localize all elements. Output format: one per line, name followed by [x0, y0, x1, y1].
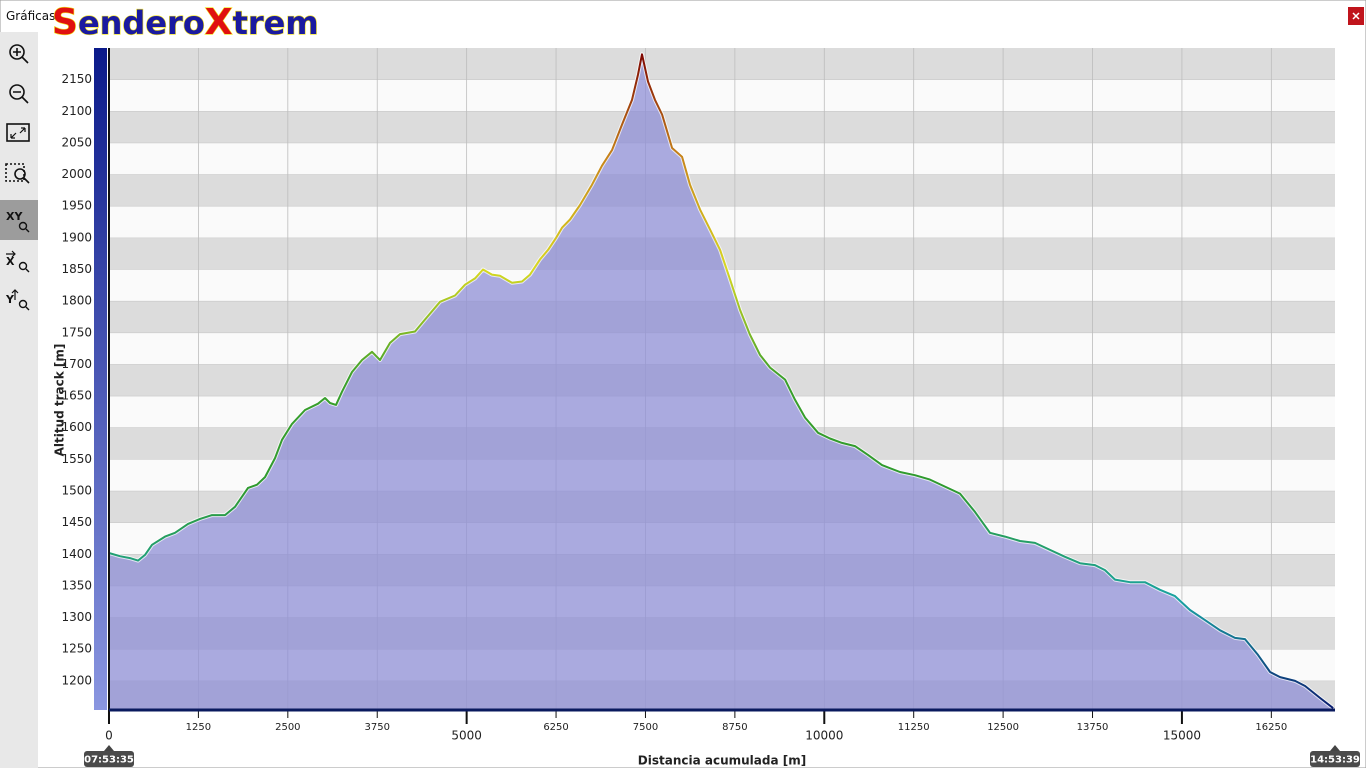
- grid-band: [109, 206, 1335, 238]
- toolbar-active: [0, 200, 38, 240]
- time-marker-label: 07:53:35: [84, 755, 134, 766]
- x-tick-label: 12500: [987, 722, 1019, 733]
- time-marker-box: [1310, 751, 1360, 767]
- area-fill: [109, 54, 1334, 711]
- plot: [108, 48, 1335, 711]
- y-tick-label: 1900: [61, 230, 92, 244]
- window-title: Gráficas: [6, 9, 55, 23]
- time-marker-box: [84, 751, 134, 767]
- y-tick-label: 1500: [61, 484, 92, 498]
- y-tick-label: 2100: [61, 104, 92, 118]
- y-tick-label: 1550: [61, 452, 92, 466]
- time-marker-pointer: [1330, 745, 1340, 751]
- zoom-xy-button[interactable]: XY: [6, 210, 30, 233]
- y-tick-label: 1750: [61, 325, 92, 339]
- logo-part: S: [52, 2, 78, 43]
- toolbar-label: X: [6, 255, 15, 268]
- y-tick-label: 2150: [61, 72, 92, 86]
- profile-line: [108, 53, 1334, 709]
- zoom-in-button[interactable]: [9, 44, 29, 64]
- logo: SenderoXtrem: [52, 2, 319, 43]
- y-tick-label: 1400: [61, 547, 92, 561]
- y-tick-label: 1300: [61, 610, 92, 624]
- toolbar: [0, 32, 38, 768]
- y-tick-label: 2050: [61, 135, 92, 149]
- x-tick-label: 10000: [805, 729, 843, 743]
- toolbar-label: XY: [6, 210, 23, 223]
- y-axis-bar: [94, 48, 107, 710]
- grid-band: [109, 142, 1335, 175]
- y-tick-label: 1700: [61, 357, 92, 371]
- time-marker-pointer: [104, 745, 114, 751]
- y-axis-label: Altitud track [m]: [53, 344, 67, 457]
- logo-part: endero: [78, 4, 205, 42]
- x-tick-label: 5000: [451, 729, 482, 743]
- y-tick-label: 1250: [61, 642, 92, 656]
- zoom-out-button[interactable]: [9, 84, 29, 104]
- x-tick-label: 0: [105, 729, 113, 743]
- close-button[interactable]: [1348, 7, 1364, 25]
- y-tick-label: 1200: [61, 673, 92, 687]
- toolbar-label: Y: [5, 293, 15, 306]
- fit-button[interactable]: [6, 123, 30, 142]
- zoom-y-button[interactable]: Y: [5, 289, 30, 311]
- grid-band: [109, 79, 1335, 112]
- y-tick-label: 2000: [61, 167, 92, 181]
- y-tick-label: 1850: [61, 262, 92, 276]
- x-tick-label: 16250: [1255, 722, 1287, 733]
- y-tick-label: 1350: [61, 578, 92, 592]
- x-tick-label: 6250: [543, 722, 568, 733]
- x-tick-label: 2500: [275, 722, 300, 733]
- y-tick-label: 1800: [61, 294, 92, 308]
- logo-part: X: [205, 2, 233, 43]
- x-tick-label: 7500: [633, 722, 658, 733]
- x-tick-label: 11250: [898, 722, 930, 733]
- y-tick-label: 1600: [61, 420, 92, 434]
- x-tick-label: 15000: [1163, 729, 1201, 743]
- time-marker-label: 14:53:39: [1310, 755, 1360, 766]
- x-tick-label: 8750: [722, 722, 747, 733]
- logo-part: trem: [233, 4, 319, 42]
- y-tick-label: 1450: [61, 515, 92, 529]
- x-tick-label: 1250: [186, 722, 211, 733]
- x-tick-label: 3750: [365, 722, 390, 733]
- zoom-x-button[interactable]: X: [6, 250, 30, 273]
- x-tick-label: 13750: [1077, 722, 1109, 733]
- zoom-area-button[interactable]: [5, 163, 30, 184]
- y-tick-label: 1650: [61, 389, 92, 403]
- x-axis-label: Distancia acumulada [m]: [638, 754, 806, 768]
- y-tick-label: 1950: [61, 199, 92, 213]
